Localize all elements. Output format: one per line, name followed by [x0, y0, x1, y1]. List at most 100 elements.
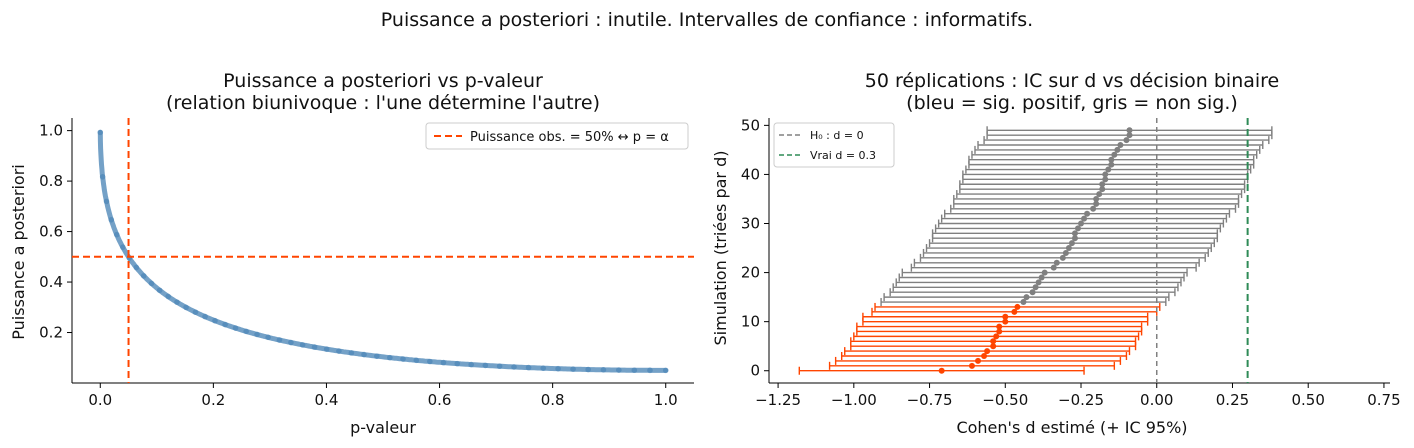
left-title-line1: Puissance a posteriori vs p-valeur — [223, 70, 543, 92]
right-d-point — [1117, 141, 1124, 148]
left-point — [254, 331, 260, 338]
left-chart: Puissance a posteriori vs p-valeur (rela… — [9, 70, 694, 437]
left-point — [108, 216, 115, 223]
right-ylabel: Simulation (triées par d) — [711, 151, 730, 346]
right-d-point — [938, 367, 945, 374]
left-point — [99, 173, 106, 180]
right-d-point — [1102, 171, 1109, 178]
right-y-tick-label: 0 — [750, 362, 760, 380]
left-point — [616, 367, 622, 373]
right-x-tick-label: 0.25 — [1216, 391, 1249, 409]
right-d-point — [1108, 161, 1115, 168]
left-point — [413, 357, 420, 364]
right-d-point — [1020, 299, 1027, 306]
right-d-point — [1011, 308, 1018, 315]
right-d-point — [1078, 220, 1085, 227]
left-point — [156, 287, 163, 294]
right-title-line2: (bleu = sig. positif, gris = non sig.) — [906, 92, 1238, 114]
right-legend-label: Vrai d = 0.3 — [810, 149, 876, 162]
right-d-point — [1074, 225, 1081, 232]
right-y-tick-label: 30 — [741, 215, 760, 233]
suptitle: Puissance a posteriori : inutile. Interv… — [381, 9, 1033, 31]
left-point — [113, 231, 120, 238]
right-d-point — [975, 357, 982, 364]
left-legend-box — [425, 122, 689, 150]
left-point — [183, 304, 189, 311]
right-d-point — [1105, 166, 1112, 173]
right-d-point — [1035, 279, 1042, 286]
right-x-tick-label: −0.50 — [982, 391, 1028, 409]
left-power-curve — [97, 129, 669, 373]
right-title-line1: 50 réplications : IC sur d vs décision b… — [865, 70, 1280, 92]
left-point — [299, 342, 306, 348]
left-point — [440, 359, 447, 366]
left-point — [511, 364, 517, 370]
right-y-tick-label: 50 — [741, 116, 760, 134]
left-point — [140, 273, 147, 279]
right-d-point — [1090, 205, 1097, 212]
left-point — [525, 364, 532, 371]
left-point — [336, 348, 342, 354]
right-x-tick-label: −1.25 — [755, 391, 801, 409]
left-point — [174, 299, 180, 305]
right-d-point — [1096, 191, 1103, 198]
left-point — [222, 321, 228, 328]
right-d-point — [1111, 151, 1118, 158]
right-d-point — [1002, 318, 1009, 325]
left-y-tick-label: 0.6 — [39, 223, 63, 241]
right-d-point — [1102, 176, 1109, 183]
left-point — [202, 313, 208, 320]
left-point — [276, 337, 283, 343]
left-y-tick-label: 1.0 — [39, 122, 63, 140]
left-point — [482, 362, 489, 369]
right-d-point — [1041, 269, 1048, 276]
right-legend-label: H₀ : d = 0 — [810, 129, 864, 142]
right-d-point — [996, 323, 1003, 330]
right-d-point — [1099, 181, 1106, 188]
right-d-point — [981, 353, 988, 360]
right-d-point — [996, 328, 1003, 335]
left-point — [585, 366, 591, 373]
right-x-tick-label: −1.00 — [831, 391, 877, 409]
left-point — [232, 325, 239, 331]
right-d-point — [984, 348, 991, 355]
left-point — [662, 367, 669, 374]
right-d-point — [1050, 264, 1057, 271]
right-xlabel: Cohen's d estimé (+ IC 95%) — [956, 418, 1187, 437]
right-d-point — [1108, 156, 1115, 163]
left-point — [496, 363, 503, 370]
left-x-tick-label: 0.8 — [541, 391, 565, 409]
right-chart: 50 réplications : IC sur d vs décision b… — [711, 70, 1401, 437]
right-d-point — [1059, 254, 1066, 261]
right-legend-box — [773, 122, 895, 168]
left-point — [600, 367, 607, 373]
left-x-tick-label: 0.0 — [88, 391, 112, 409]
left-point — [323, 346, 330, 352]
left-x-tick-label: 0.4 — [315, 391, 339, 409]
left-x-tick-label: 0.6 — [428, 391, 452, 409]
left-y-tick-label: 0.4 — [39, 273, 63, 291]
right-x-tick-label: −0.25 — [1058, 391, 1104, 409]
right-d-point — [990, 338, 997, 345]
right-d-point — [1014, 303, 1021, 310]
right-d-point — [1071, 235, 1078, 242]
left-point — [265, 334, 271, 341]
left-point — [400, 356, 406, 362]
right-d-point — [1068, 240, 1075, 247]
right-d-point — [1029, 289, 1036, 296]
left-point — [311, 344, 318, 350]
left-point — [374, 353, 380, 359]
right-d-point — [1099, 186, 1106, 193]
left-point — [288, 339, 294, 346]
right-d-point — [1023, 294, 1030, 301]
left-point — [631, 367, 638, 374]
left-point — [555, 365, 561, 372]
right-d-point — [1084, 210, 1091, 217]
right-d-point — [1032, 284, 1039, 291]
right-d-point — [990, 343, 997, 350]
right-d-point — [1123, 137, 1130, 144]
right-legend: H₀ : d = 0 Vrai d = 0.3 — [773, 122, 895, 168]
right-d-point — [1114, 146, 1121, 153]
right-d-point — [1093, 200, 1100, 207]
